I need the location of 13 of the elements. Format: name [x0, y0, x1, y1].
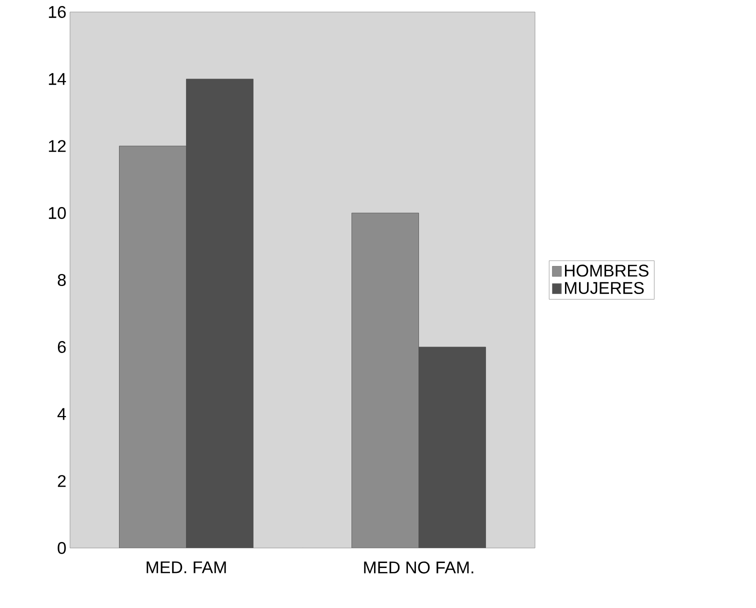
y-tick-label: 6: [58, 341, 66, 353]
y-tick-label: 2: [58, 475, 66, 487]
y-tick-label: 4: [57, 408, 66, 420]
legend-label: MUJERES: [564, 282, 644, 294]
y-tick-label: 10: [48, 207, 66, 219]
y-tick-label: 8: [58, 274, 66, 286]
y-tick-label: 14: [48, 73, 66, 85]
y-tick-label: 16: [48, 6, 66, 18]
x-tick-label: MED NO FAM.: [364, 561, 474, 574]
legend-label: HOMBRES: [564, 264, 648, 277]
x-tick-label: MED. FAM: [146, 561, 226, 574]
y-tick-label: 12: [48, 140, 66, 152]
y-tick-label: 0: [58, 542, 66, 554]
